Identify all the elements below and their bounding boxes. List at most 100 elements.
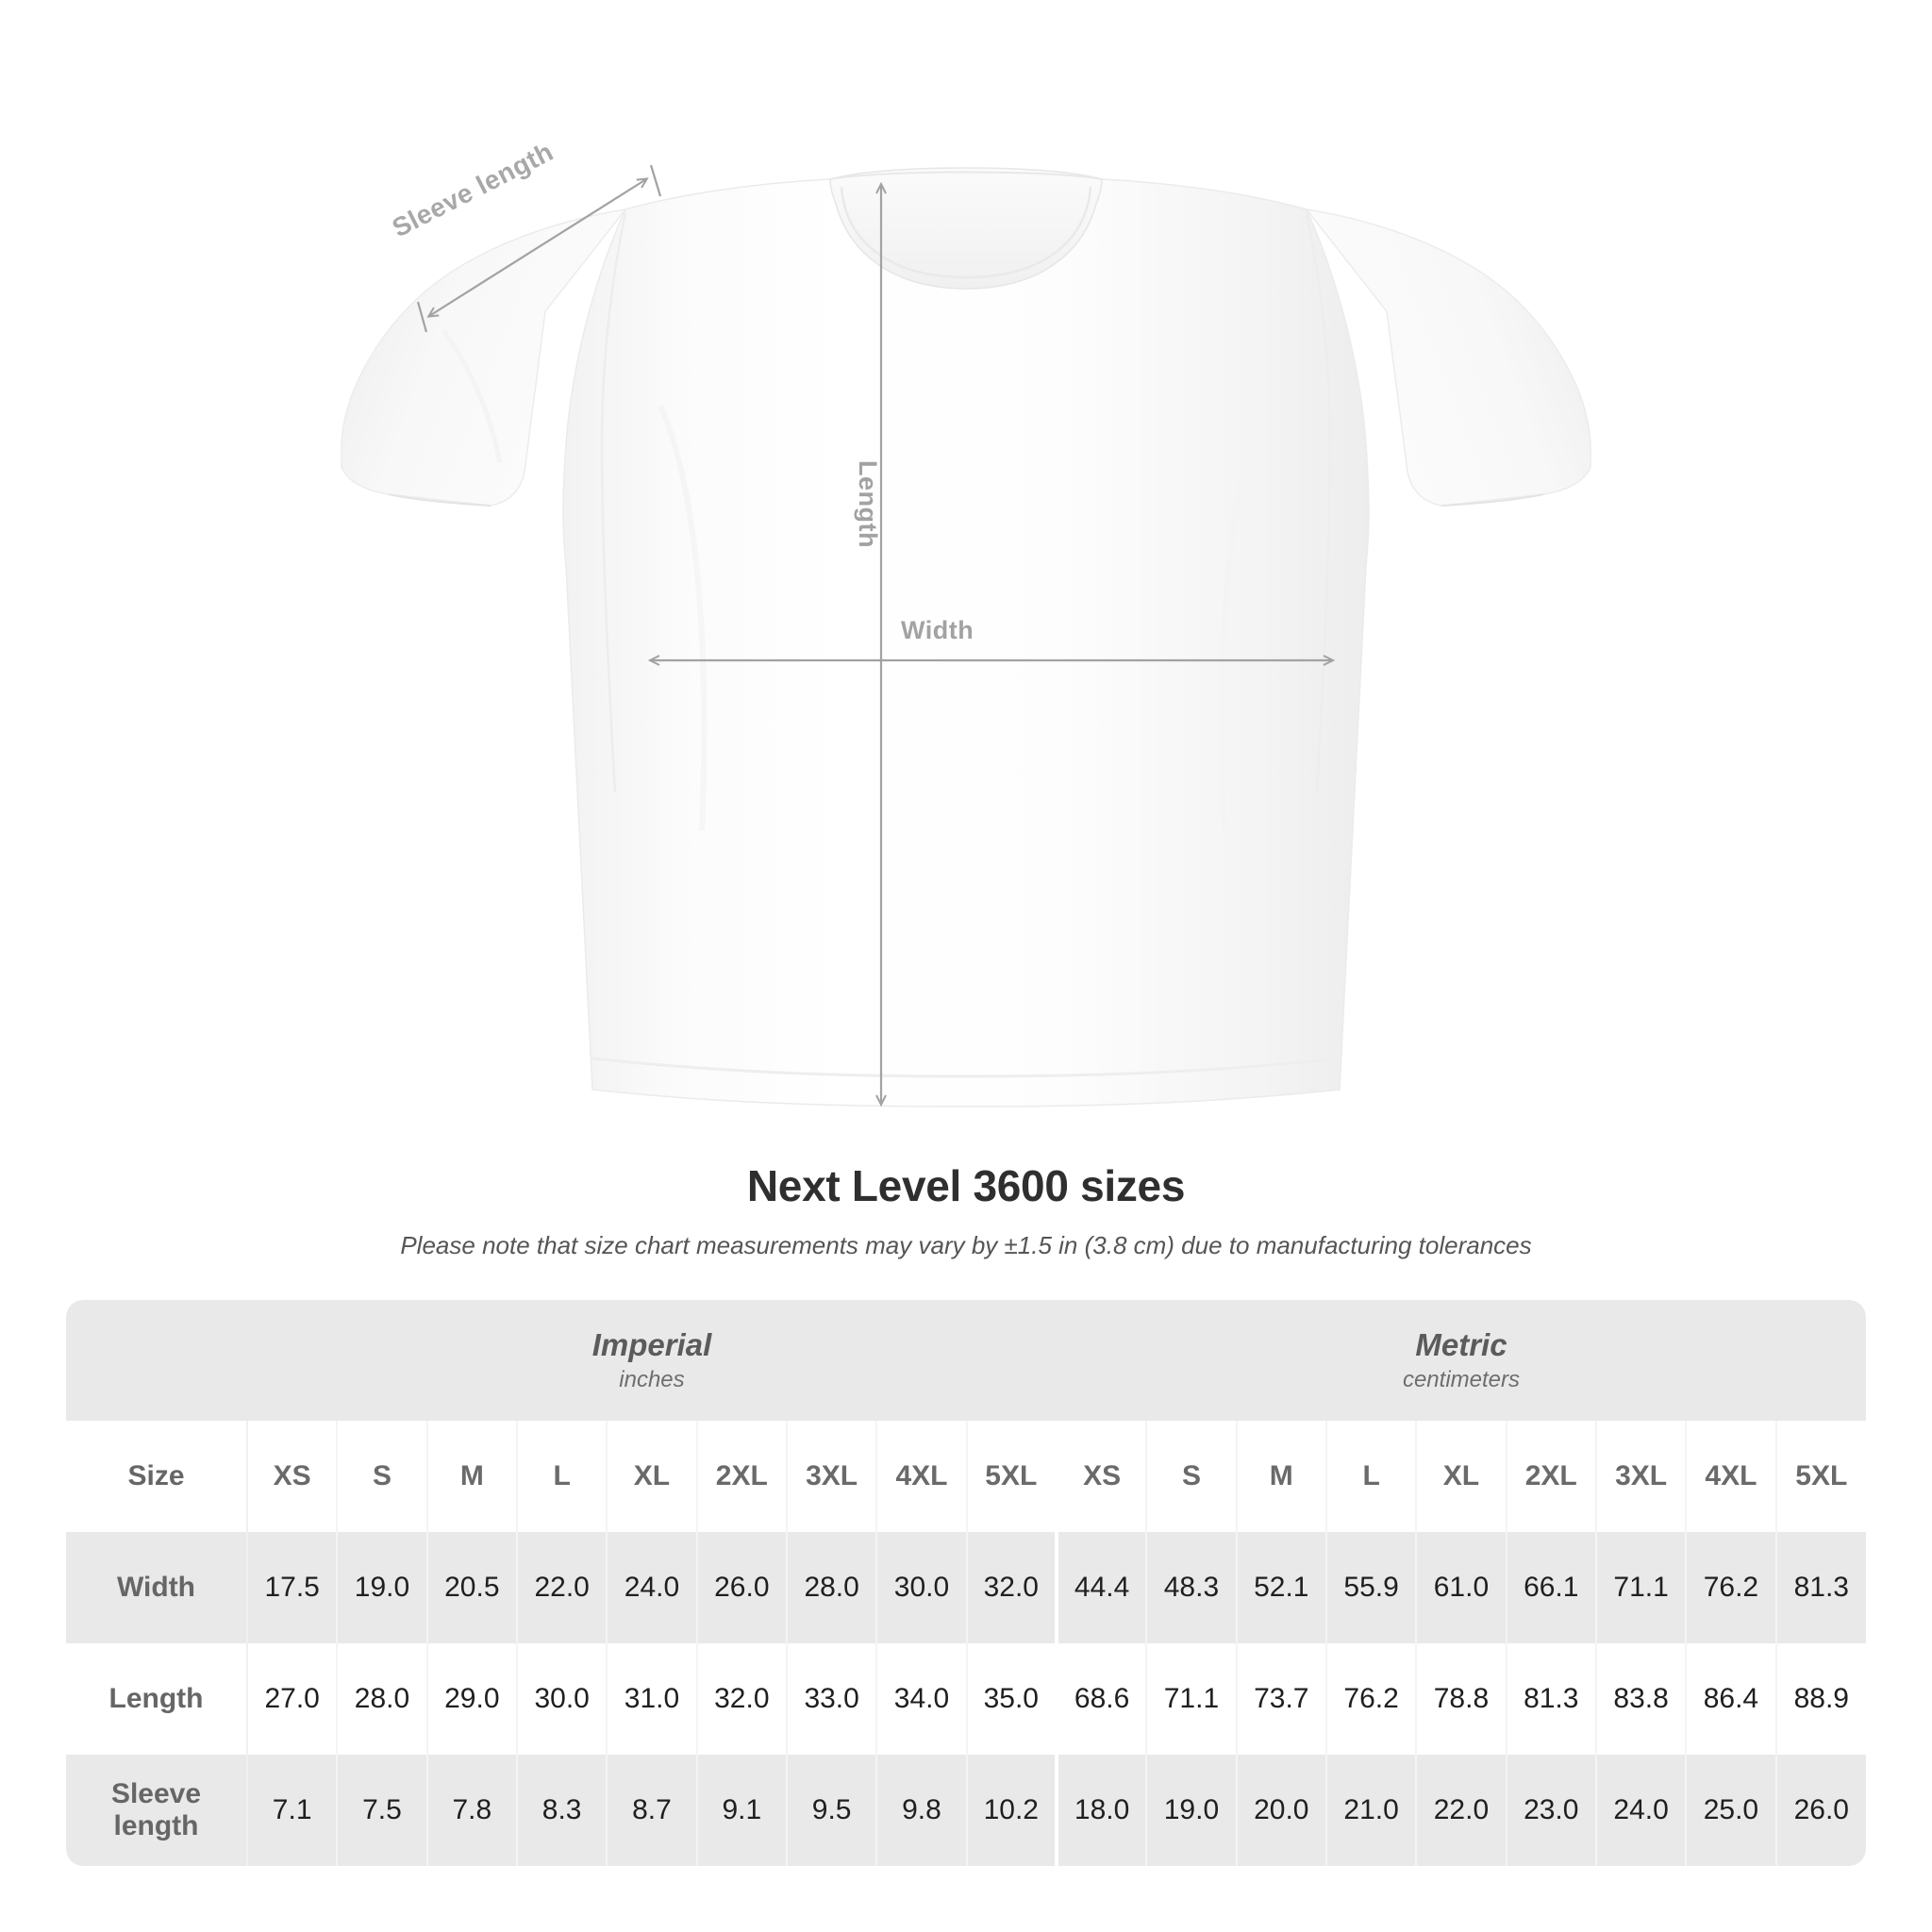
table-cell: 8.3 — [516, 1755, 608, 1866]
table-cell: 21.0 — [1325, 1755, 1418, 1866]
table-row: Length 27.0 28.0 29.0 30.0 31.0 32.0 33.0 34.0 35… — [66, 1643, 1866, 1755]
table-cell: 7.8 — [426, 1755, 518, 1866]
table-cell: 19.0 — [1146, 1755, 1238, 1866]
table-row-header-size: Size — [66, 1421, 248, 1532]
right-sleeve-hem — [1441, 493, 1544, 507]
table-cell: 88.9 — [1775, 1643, 1866, 1755]
table-cell: 52.1 — [1236, 1532, 1327, 1643]
table-cell: XS — [1056, 1421, 1148, 1532]
unit-group-imperial: Imperial inches — [247, 1300, 1057, 1421]
tshirt-measurement-diagram: Sleeve length Length Width — [341, 137, 1591, 1108]
table-cell: 30.0 — [876, 1532, 968, 1643]
table-cell: 19.0 — [337, 1532, 428, 1643]
table-cell: XS — [247, 1421, 339, 1532]
table-cell: M — [1236, 1421, 1327, 1532]
table-cell: 78.8 — [1416, 1643, 1507, 1755]
table-cell: M — [426, 1421, 518, 1532]
table-cell: 22.0 — [516, 1532, 608, 1643]
table-cell: 55.9 — [1325, 1532, 1418, 1643]
table-cell: L — [1325, 1421, 1418, 1532]
unit-group-header-row: Imperial inches Metric centimeters — [66, 1300, 1866, 1421]
table-cell: 20.0 — [1236, 1755, 1327, 1866]
table-cell: 9.8 — [876, 1755, 968, 1866]
table-cell: 73.7 — [1236, 1643, 1327, 1755]
table-row: Width 17.5 19.0 20.5 22.0 24.0 26.0 28.0 30.0 32.… — [66, 1532, 1866, 1643]
table-cell: 2XL — [1506, 1421, 1597, 1532]
table-cell: 18.0 — [1056, 1755, 1148, 1866]
collar-top-seam — [829, 171, 1103, 180]
table-cell: 5XL — [1775, 1421, 1866, 1532]
shirt-body — [562, 178, 1370, 1108]
table-cell: 48.3 — [1146, 1532, 1238, 1643]
table-cell: 5XL — [966, 1421, 1058, 1532]
table-cell: 81.3 — [1506, 1643, 1597, 1755]
table-cell: 71.1 — [1595, 1532, 1688, 1643]
table-cell: 28.0 — [786, 1532, 878, 1643]
table-cell: 83.8 — [1595, 1643, 1688, 1755]
table-row-label: Sleeve length — [66, 1755, 248, 1866]
fabric-fold — [441, 328, 503, 463]
bottom-hem-seam — [591, 1057, 1341, 1078]
length-label: Length — [854, 460, 882, 548]
page-title: Next Level 3600 sizes — [746, 1161, 1186, 1210]
table-cell: 26.0 — [696, 1532, 788, 1643]
fabric-fold — [1219, 404, 1267, 831]
neckline-inner — [840, 186, 1092, 279]
table-cell: 81.3 — [1775, 1532, 1866, 1643]
unit-group-metric-unit: centimeters — [1402, 1366, 1520, 1392]
table-cell: 8.7 — [607, 1755, 698, 1866]
table-cell: 68.6 — [1056, 1643, 1148, 1755]
table-cell: 71.1 — [1146, 1643, 1238, 1755]
right-armhole-seam — [1305, 212, 1332, 793]
table-head: Imperial inches Metric centimeters — [66, 1300, 1866, 1421]
table-cell: 32.0 — [696, 1643, 788, 1755]
tolerance-note: Please note that size chart measurements… — [400, 1230, 1532, 1259]
table-cell: 20.5 — [426, 1532, 518, 1643]
table-cell: 32.0 — [966, 1532, 1058, 1643]
table-cell: 86.4 — [1686, 1643, 1777, 1755]
table-cell: 76.2 — [1686, 1532, 1777, 1643]
table-cell: S — [1146, 1421, 1238, 1532]
table-cell: 26.0 — [1775, 1755, 1866, 1866]
table-cell: 61.0 — [1416, 1532, 1507, 1643]
size-chart-table-wrapper: Imperial inches Metric centimeters Size X… — [66, 1300, 1866, 1866]
table-cell: L — [516, 1421, 608, 1532]
table-cell: 7.1 — [247, 1755, 339, 1866]
left-sleeve-hem — [388, 493, 491, 507]
table-cell: 2XL — [696, 1421, 788, 1532]
table-cell: 3XL — [786, 1421, 878, 1532]
table-row-label: Length — [66, 1643, 248, 1755]
right-sleeve — [1305, 208, 1591, 507]
table-row: Sleeve length 7.1 7.5 7.8 8.3 8.7 9.1 9.5 9.8 10.… — [66, 1755, 1866, 1866]
title-block: Next Level 3600 sizes Please note that s… — [0, 1162, 1932, 1260]
table-cell: 31.0 — [607, 1643, 698, 1755]
table-cell: S — [337, 1421, 428, 1532]
table-cell: 66.1 — [1506, 1532, 1597, 1643]
table-row-label: Width — [66, 1532, 248, 1643]
table-cell: 34.0 — [876, 1643, 968, 1755]
table-cell: 28.0 — [337, 1643, 428, 1755]
table-cell: 33.0 — [786, 1643, 878, 1755]
table-cell: 3XL — [1595, 1421, 1688, 1532]
unit-group-metric: Metric centimeters — [1056, 1300, 1866, 1421]
unit-group-imperial-unit: inches — [619, 1366, 685, 1392]
table-cell: 25.0 — [1686, 1755, 1777, 1866]
table-cell: 76.2 — [1325, 1643, 1418, 1755]
table-cell: 44.4 — [1056, 1532, 1148, 1643]
table-cell: XL — [1416, 1421, 1507, 1532]
table-body: Size XS S M L XL 2XL 3XL 4XL 5XL XS S M L XL 2XL 3XL 4XL 5… — [66, 1421, 1866, 1866]
table-cell: 22.0 — [1416, 1755, 1507, 1866]
table-cell: 4XL — [876, 1421, 968, 1532]
sleeve-length-start-cap — [416, 301, 428, 333]
table-cell: XL — [607, 1421, 698, 1532]
table-cell: 9.5 — [786, 1755, 878, 1866]
fabric-fold — [658, 404, 708, 831]
table-cell: 9.1 — [696, 1755, 788, 1866]
table-cell: 4XL — [1686, 1421, 1777, 1532]
unit-group-imperial-name: Imperial — [591, 1326, 712, 1362]
table-cell: 7.5 — [337, 1755, 428, 1866]
table-cell: 24.0 — [607, 1532, 698, 1643]
table-cell: 30.0 — [516, 1643, 608, 1755]
unit-header-spacer — [66, 1300, 247, 1421]
width-label: Width — [901, 616, 974, 644]
